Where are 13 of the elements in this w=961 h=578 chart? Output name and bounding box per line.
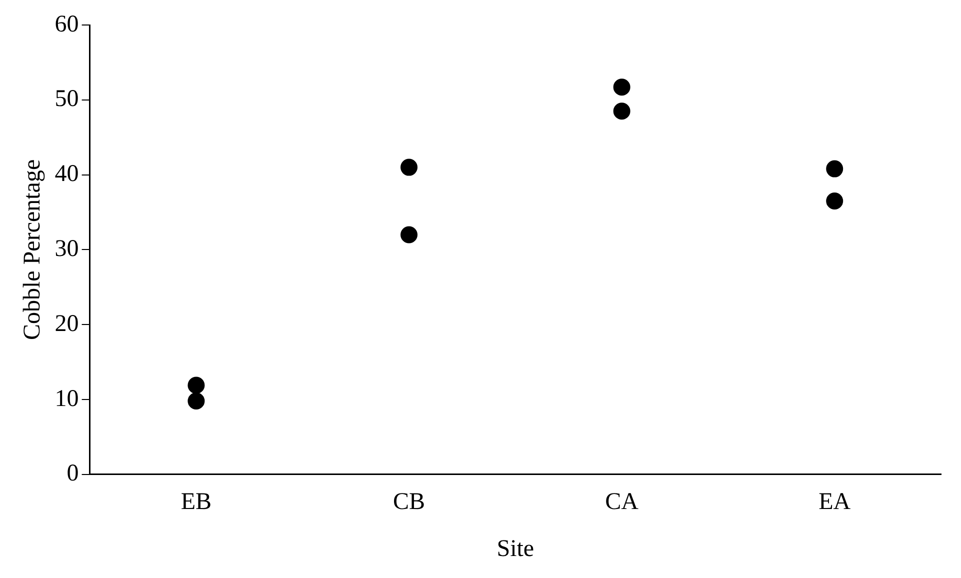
y-tick-label: 60	[54, 11, 79, 38]
y-tick-label: 30	[54, 236, 79, 262]
y-tick-label: 0	[66, 460, 79, 487]
x-tick-label: EA	[818, 489, 852, 516]
y-axis-title: Cobble Percentage	[20, 159, 46, 340]
x-tick-label: EB	[180, 489, 212, 516]
x-tick-label: CB	[392, 489, 426, 516]
x-tick-label: CA	[605, 489, 640, 516]
y-tick-label: 10	[54, 386, 79, 412]
y-tick-label: 50	[54, 86, 79, 112]
y-tick-label: 40	[54, 161, 79, 188]
y-tick-label: 20	[54, 310, 79, 337]
x-axis-title: Site	[496, 536, 534, 562]
